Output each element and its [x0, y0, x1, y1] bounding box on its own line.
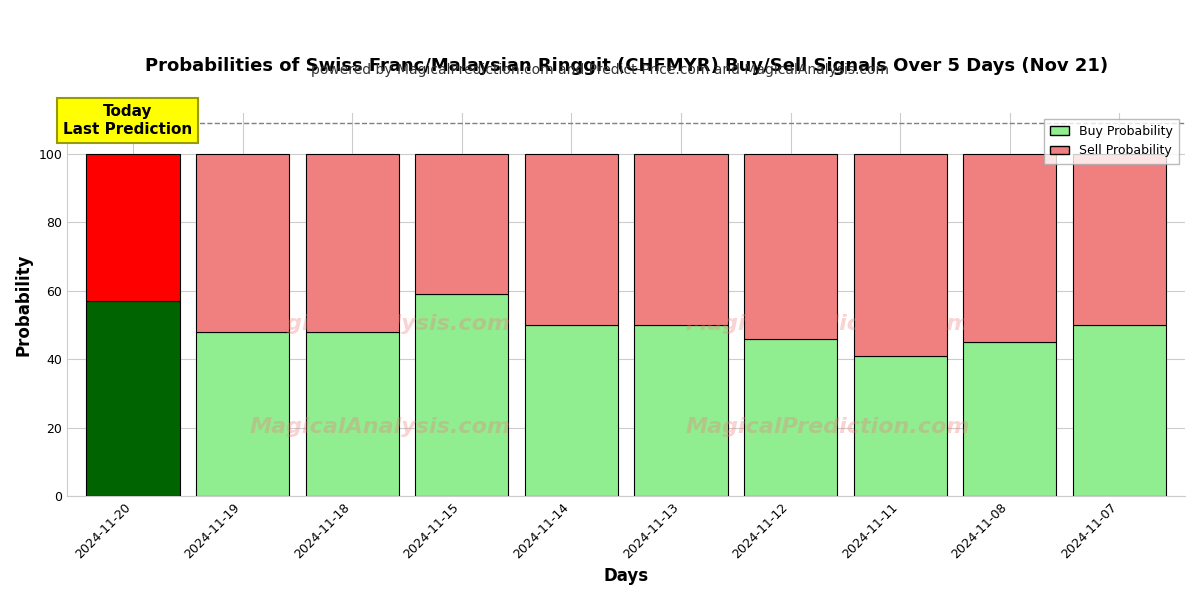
Bar — [524, 154, 618, 325]
Bar — [306, 332, 398, 496]
Text: MagicalPrediction.com: MagicalPrediction.com — [685, 314, 970, 334]
Bar — [964, 342, 1056, 496]
Bar — [964, 154, 1056, 342]
Title: Probabilities of Swiss Franc/Malaysian Ringgit (CHFMYR) Buy/Sell Signals Over 5 : Probabilities of Swiss Franc/Malaysian R… — [144, 57, 1108, 75]
Bar — [524, 325, 618, 496]
Bar — [1073, 325, 1166, 496]
Text: MagicalAnalysis.com: MagicalAnalysis.com — [250, 314, 511, 334]
Bar — [1073, 154, 1166, 325]
Bar — [415, 294, 509, 496]
Bar — [306, 154, 398, 332]
Bar — [415, 154, 509, 294]
Bar — [196, 332, 289, 496]
Bar — [86, 154, 180, 301]
Bar — [744, 338, 838, 496]
X-axis label: Days: Days — [604, 567, 649, 585]
Bar — [196, 154, 289, 332]
Legend: Buy Probability, Sell Probability: Buy Probability, Sell Probability — [1044, 119, 1178, 164]
Bar — [86, 301, 180, 496]
Text: MagicalPrediction.com: MagicalPrediction.com — [685, 417, 970, 437]
Text: powered by MagicalPrediction.com and Predict-Price.com and MagicalAnalysis.com: powered by MagicalPrediction.com and Pre… — [311, 63, 889, 77]
Y-axis label: Probability: Probability — [14, 253, 34, 356]
Bar — [635, 154, 727, 325]
Bar — [853, 154, 947, 356]
Bar — [635, 325, 727, 496]
Text: MagicalAnalysis.com: MagicalAnalysis.com — [250, 417, 511, 437]
Text: Today
Last Prediction: Today Last Prediction — [62, 104, 192, 137]
Bar — [853, 356, 947, 496]
Bar — [744, 154, 838, 338]
